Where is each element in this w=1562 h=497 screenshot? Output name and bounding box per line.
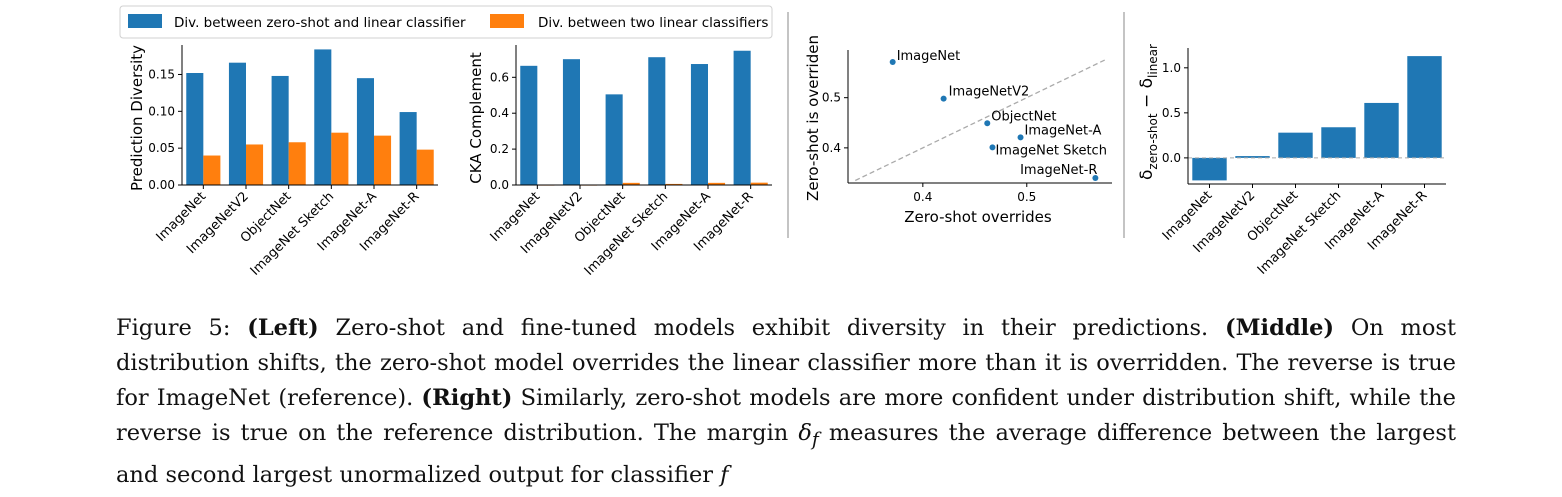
panel3-point-1 [940, 95, 947, 102]
panel4-ytick-label-2: 1.0 [1162, 61, 1181, 75]
panel1-ylabel: Prediction Diversity [128, 45, 146, 191]
panel4-ylabel-mid: − δ [1137, 78, 1157, 113]
panel3-point-3 [1017, 134, 1024, 141]
panel4-bar-3 [1321, 127, 1356, 158]
panel3-point-5 [1092, 174, 1099, 181]
panel1-ytick-label-3: 0.15 [148, 67, 175, 81]
caption-middle-text: On most distribution shifts, the zero-sh… [116, 315, 1456, 411]
panel2-bar-zero-linear-5 [733, 50, 751, 185]
panel1-bar-zero-linear-3 [314, 49, 332, 185]
panel2-bar-two-linear-2 [622, 182, 640, 185]
panel1-bar-zero-linear-0 [186, 73, 204, 185]
figure-caption: Figure 5: (Left) Zero-shot and fine-tune… [116, 311, 1456, 493]
panel2-bar-zero-linear-3 [648, 57, 666, 186]
panel4-ylabel-sub2: linear [1146, 44, 1160, 78]
legend-label-zero-linear: Div. between zero-shot and linear classi… [174, 15, 466, 31]
caption-right-text: Similarly, zero-shot models are more con… [116, 385, 1456, 446]
legend-swatch-blue [128, 14, 162, 28]
legend-frame [119, 5, 773, 39]
panel1-bar-two-linear-5 [416, 149, 434, 185]
panel1-ytick-label-1: 0.05 [148, 141, 175, 155]
caption-fig-label: Figure 5: [116, 315, 231, 341]
panel3-ytick-label-0: 0.4 [822, 141, 841, 155]
panel4-ytick-label-0: 0.0 [1162, 151, 1181, 165]
panel1-bar-two-linear-4 [374, 135, 392, 185]
panel4-bar-4 [1364, 102, 1399, 158]
legend-label-two-linear: Div. between two linear classifiers [538, 15, 768, 31]
panel1-bar-two-linear-0 [203, 155, 221, 185]
panel1-bar-two-linear-2 [288, 142, 306, 185]
caption-middle-label: (Middle) [1224, 315, 1335, 341]
panel1-bar-zero-linear-1 [228, 62, 246, 185]
panel2-bar-zero-linear-4 [690, 64, 708, 185]
panel1-ytick-label-2: 0.10 [148, 104, 175, 118]
panel-prediction-diversity: Prediction Diversity 0.000.050.100.15Ima… [128, 45, 438, 279]
panel3-point-label-5: ImageNet-R [1020, 163, 1097, 178]
panel4-ylabel: δzero-shot − δlinear [1137, 44, 1160, 180]
panel1-bar-zero-linear-5 [399, 112, 417, 185]
panel3-xlabel: Zero-shot overrides [904, 208, 1052, 226]
panel1-bar-zero-linear-4 [356, 78, 374, 185]
panel3-point-2 [984, 120, 991, 127]
panel3-point-label-1: ImageNetV2 [949, 85, 1030, 100]
legend-swatch-orange [490, 14, 524, 28]
panel2-ytick-label-3: 0.6 [490, 70, 509, 84]
caption-after-delta: measures the average difference between … [116, 420, 1456, 488]
panel2-ytick-label-2: 0.4 [490, 106, 509, 120]
panel4-bar-5 [1407, 56, 1442, 158]
panel2-bar-two-linear-4 [708, 182, 726, 185]
panel3-ytick-label-1: 0.5 [822, 91, 841, 105]
panel3-xtick-label-0: 0.4 [913, 190, 932, 204]
panel3-point-4 [989, 144, 996, 151]
panel4-ytick-label-1: 0.5 [1162, 106, 1181, 120]
panel3-point-label-0: ImageNet [897, 49, 961, 64]
panel3-point-label-4: ImageNet Sketch [995, 143, 1106, 158]
panel1-bar-two-linear-3 [331, 132, 349, 185]
panel2-bar-zero-linear-1 [562, 59, 580, 185]
panel1-bar-two-linear-1 [246, 144, 264, 185]
panel-cka-complement: CKA Complement 0.00.20.40.6ImageNetImage… [467, 45, 772, 279]
caption-delta-sub: f [811, 429, 819, 451]
panel1-ytick-label-0: 0.00 [148, 178, 175, 192]
panel1-bar-zero-linear-2 [271, 75, 289, 185]
panel2-ytick-label-0: 0.0 [490, 178, 509, 192]
panel3-diagonal-line [854, 59, 1106, 182]
panel3-point-label-3: ImageNet-A [1025, 123, 1102, 138]
caption-left-label: (Left) [247, 315, 319, 341]
panel2-bar-zero-linear-0 [520, 65, 538, 185]
panel-overrides-scatter: Zero-shot is overriden Zero-shot overrid… [804, 35, 1112, 226]
panel4-bar-1 [1235, 156, 1270, 158]
panel3-ylabel: Zero-shot is overriden [804, 35, 822, 201]
panel4-bar-0 [1192, 157, 1227, 181]
caption-left-text: Zero-shot and fine-tuned models exhibit … [318, 315, 1225, 341]
legend: Div. between zero-shot and linear classi… [119, 5, 773, 39]
panel2-bar-two-linear-5 [750, 182, 768, 185]
panel3-point-label-2: ObjectNet [991, 109, 1056, 124]
panel4-ylabel-sub1: zero-shot [1146, 113, 1160, 169]
panel2-ytick-label-1: 0.2 [490, 142, 509, 156]
panel3-xtick-label-1: 0.5 [1017, 190, 1036, 204]
figure-panels: Div. between zero-shot and linear classi… [119, 5, 1446, 279]
panel4-bar-2 [1278, 132, 1313, 158]
panel-margin-difference: δzero-shot − δlinear 0.00.51.0ImageNetIm… [1137, 44, 1446, 278]
panel4-ylabel-delta1: δ [1137, 170, 1157, 180]
caption-delta-symbol: δ [798, 420, 812, 446]
caption-right-label: (Right) [421, 385, 513, 411]
panel2-ylabel: CKA Complement [467, 52, 485, 184]
caption-final-var: f [720, 461, 729, 488]
panel3-point-0 [889, 59, 896, 66]
panel2-bar-two-linear-3 [665, 183, 683, 185]
panel2-bar-zero-linear-2 [605, 94, 623, 185]
